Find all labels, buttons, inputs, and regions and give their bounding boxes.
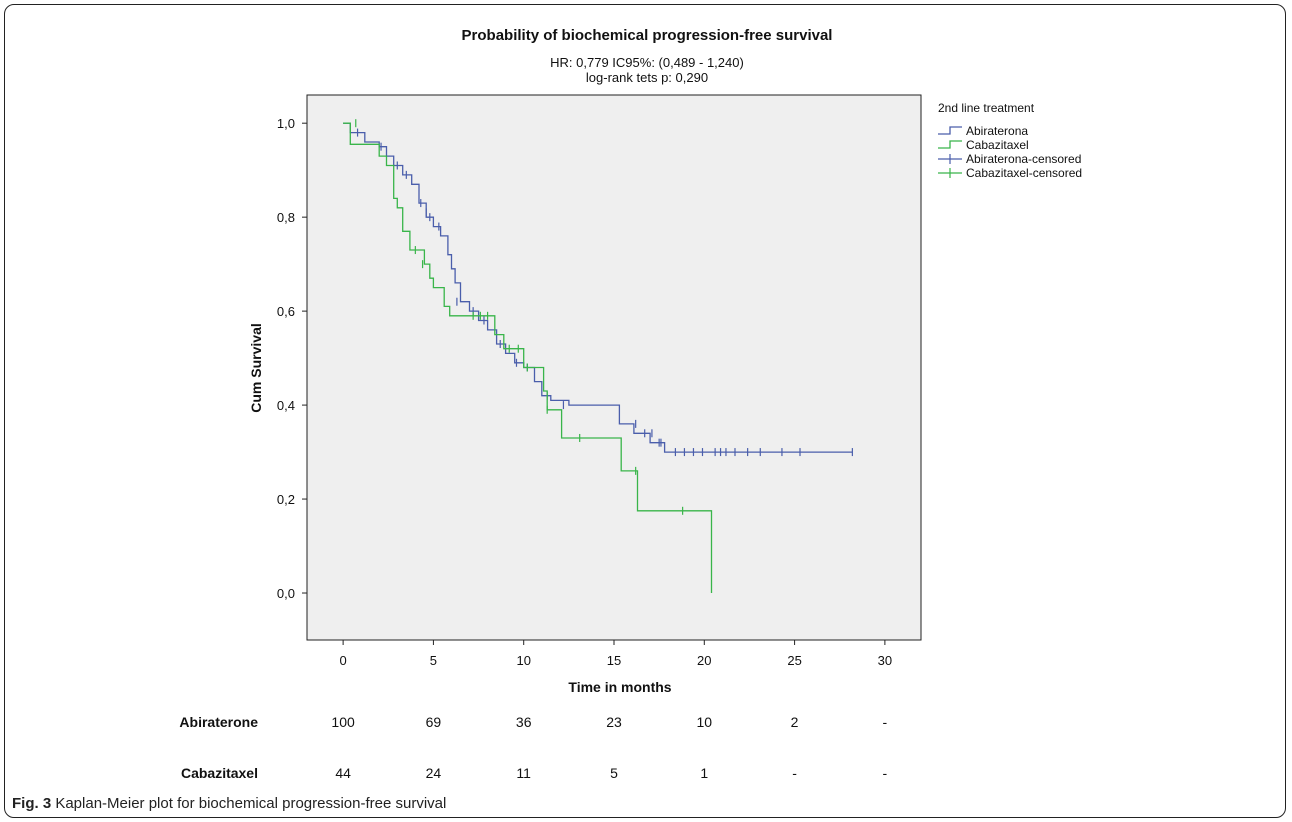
- risk-count: 5: [610, 765, 618, 781]
- y-tick-label: 0,4: [277, 398, 295, 413]
- risk-count: 36: [515, 714, 532, 730]
- legend: 2nd line treatment AbirateronaCabazitaxe…: [938, 101, 1082, 180]
- y-tick-label: 0,8: [277, 210, 295, 225]
- risk-count: 23: [606, 714, 622, 730]
- y-axis: 0,0 0,2 0,4 0,6 0,8 1,0: [277, 116, 307, 601]
- x-tick-label: 20: [697, 653, 711, 668]
- y-tick-label: 0,2: [277, 492, 295, 507]
- legend-label-abiraterona-censored: Abiraterona-censored: [966, 152, 1081, 166]
- risk-count: 10: [696, 714, 713, 730]
- risk-count: -: [882, 765, 888, 781]
- x-tick-label: 0: [340, 653, 347, 668]
- legend-swatch-cabazitaxel: [938, 140, 962, 149]
- risk-count: 69: [425, 714, 442, 730]
- risk-row-label: Cabazitaxel: [180, 765, 258, 781]
- caption-text: Kaplan-Meier plot for biochemical progre…: [51, 795, 447, 812]
- chart-subtitle-hr: HR: 0,779 IC95%: (0,489 - 1,240): [550, 55, 744, 70]
- risk-count: -: [882, 714, 888, 730]
- risk-count: 2: [790, 714, 799, 730]
- caption-label: Fig. 3: [12, 795, 52, 812]
- chart-title: Probability of biochemical progression-f…: [462, 27, 833, 44]
- legend-title: 2nd line treatment: [938, 101, 1035, 115]
- risk-count: 11: [516, 765, 531, 781]
- risk-count: -: [792, 765, 797, 781]
- x-tick-label: 10: [516, 653, 530, 668]
- legend-label-abiraterona: Abiraterona: [966, 124, 1028, 138]
- legend-label-cabazitaxel-censored: Cabazitaxel-censored: [966, 166, 1082, 180]
- y-tick-label: 0,6: [277, 304, 295, 319]
- series-layer: [343, 119, 853, 593]
- risk-count: 24: [425, 765, 442, 781]
- risk-count: 100: [331, 714, 355, 730]
- y-axis-label: Cum Survival: [248, 323, 264, 412]
- x-tick-label: 5: [430, 653, 437, 668]
- risk-count: 44: [335, 765, 351, 781]
- survival-line-cabazitaxel: [343, 122, 713, 593]
- legend-label-cabazitaxel: Cabazitaxel: [966, 138, 1029, 152]
- figure-caption: Fig. 3 Kaplan-Meier plot for biochemical…: [12, 795, 446, 812]
- chart-subtitle-logrank: log-rank tets p: 0,290: [586, 70, 708, 85]
- plot-area: [306, 94, 922, 641]
- y-tick-label: 0,0: [277, 586, 295, 601]
- x-tick-label: 30: [878, 653, 892, 668]
- x-axis-label: Time in months: [568, 679, 671, 695]
- risk-row-label: Abiraterone: [179, 714, 258, 730]
- x-axis: 0 5 10 15 20 25 30: [340, 640, 892, 668]
- x-tick-label: 25: [787, 653, 801, 668]
- survival-line-abiraterona: [343, 122, 853, 453]
- figure-frame: [4, 4, 1286, 818]
- x-tick-label: 15: [607, 653, 621, 668]
- risk-count: 1: [700, 765, 709, 781]
- y-tick-label: 1,0: [277, 116, 295, 131]
- legend-swatch-abiraterona: [938, 126, 962, 135]
